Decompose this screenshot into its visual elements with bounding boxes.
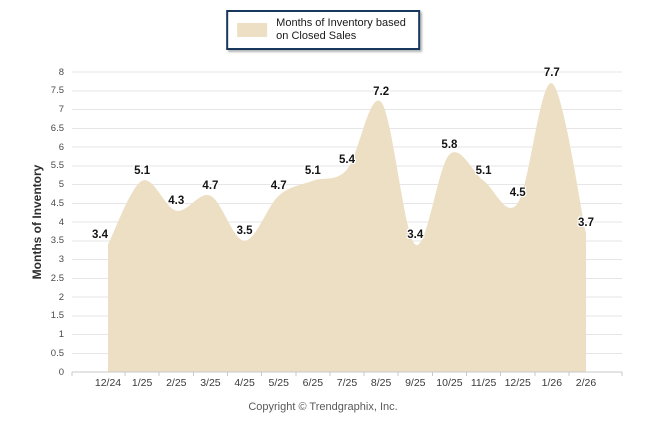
x-tick-label: 5/25 — [268, 377, 289, 389]
legend-label: Months of Inventory based on Closed Sale… — [276, 17, 406, 43]
y-tick-label: 0 — [58, 366, 64, 378]
y-tick-label: 0.5 — [50, 347, 64, 359]
x-tick-label: 3/25 — [200, 377, 221, 389]
y-tick-label: 7.5 — [50, 85, 64, 97]
data-label: 4.3 — [168, 194, 185, 207]
y-tick-label: 1 — [58, 329, 64, 340]
data-label: 3.5 — [236, 224, 253, 237]
x-tick-label: 1/25 — [131, 377, 153, 389]
y-tick-label: 7 — [58, 104, 64, 115]
y-tick-label: 2 — [58, 291, 64, 303]
x-tick-label: 4/25 — [234, 377, 255, 389]
legend: Months of Inventory based on Closed Sale… — [226, 10, 420, 50]
data-label: 5.1 — [134, 164, 151, 177]
series-swatch-icon — [237, 23, 268, 37]
y-tick-label: 1.5 — [50, 310, 64, 322]
y-tick-label: 6.5 — [50, 122, 64, 134]
x-tick-label: 1/26 — [541, 377, 563, 389]
data-label: 5.1 — [304, 164, 321, 177]
y-tick-label: 5.5 — [50, 160, 64, 172]
data-label: 4.7 — [202, 179, 219, 192]
x-tick-label: 6/25 — [302, 377, 324, 389]
data-label: 5.8 — [441, 138, 458, 151]
y-tick-label: 4 — [58, 216, 64, 228]
legend-label-line1: Months of Inventory based — [276, 17, 406, 29]
x-tick-label: 2/26 — [575, 377, 597, 389]
x-tick-label: 9/25 — [405, 377, 426, 389]
y-tick-label: 6 — [58, 141, 64, 153]
data-label: 7.7 — [543, 67, 560, 80]
x-tick-label: 2/25 — [166, 377, 187, 389]
data-label: 3.7 — [578, 217, 594, 230]
legend-label-line2: on Closed Sales — [276, 30, 357, 42]
y-tick-label: 8 — [58, 66, 64, 78]
x-tick-label: 8/25 — [370, 377, 392, 389]
data-label: 4.7 — [270, 179, 287, 192]
x-tick-label: 12/24 — [94, 377, 122, 389]
data-label: 4.5 — [509, 187, 526, 200]
y-tick-label: 3 — [58, 254, 64, 265]
data-label: 5.4 — [339, 153, 355, 166]
y-tick-label: 4.5 — [50, 197, 64, 209]
x-tick-label: 7/25 — [336, 377, 358, 389]
x-tick-label: 12/25 — [504, 377, 531, 389]
y-tick-label: 5 — [58, 179, 64, 190]
x-tick-label: 11/25 — [470, 377, 497, 389]
data-label: 3.4 — [407, 228, 424, 241]
data-label: 3.4 — [92, 228, 108, 241]
data-label: 5.1 — [475, 164, 492, 177]
y-tick-label: 3.5 — [50, 235, 64, 247]
copyright-text: Copyright © Trendgraphix, Inc. — [248, 401, 398, 413]
y-tick-label: 2.5 — [50, 272, 64, 284]
inventory-area-series — [108, 83, 586, 373]
x-tick-label: 10/25 — [436, 377, 463, 389]
data-label: 7.2 — [373, 86, 390, 98]
